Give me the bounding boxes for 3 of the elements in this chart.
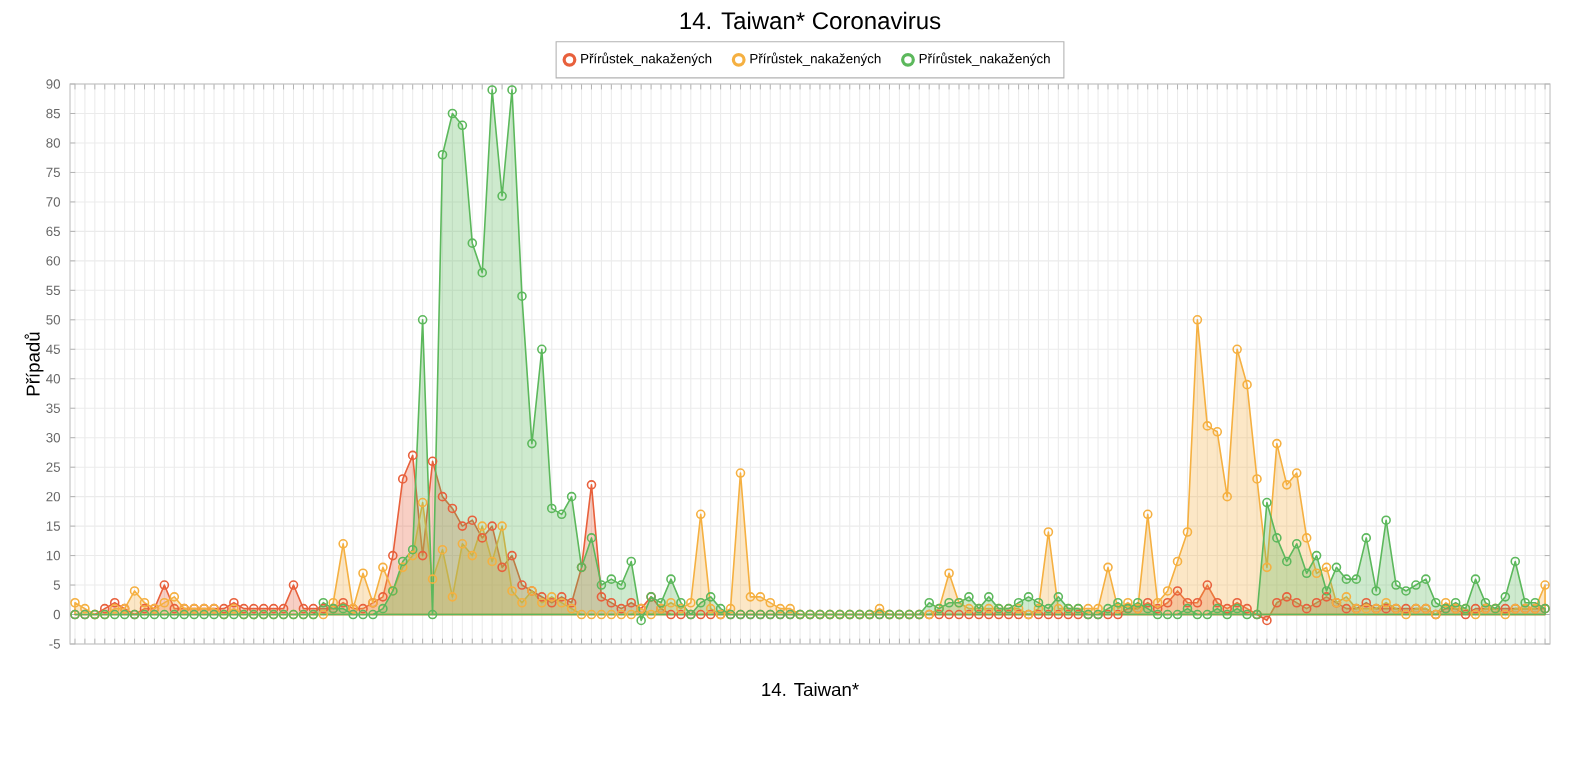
chart-title: 14. Taiwan* Coronavirus — [680, 11, 941, 30]
x-axis-title: 14. Taiwan* — [762, 682, 859, 697]
y-axis-title: Případů — [24, 332, 44, 396]
